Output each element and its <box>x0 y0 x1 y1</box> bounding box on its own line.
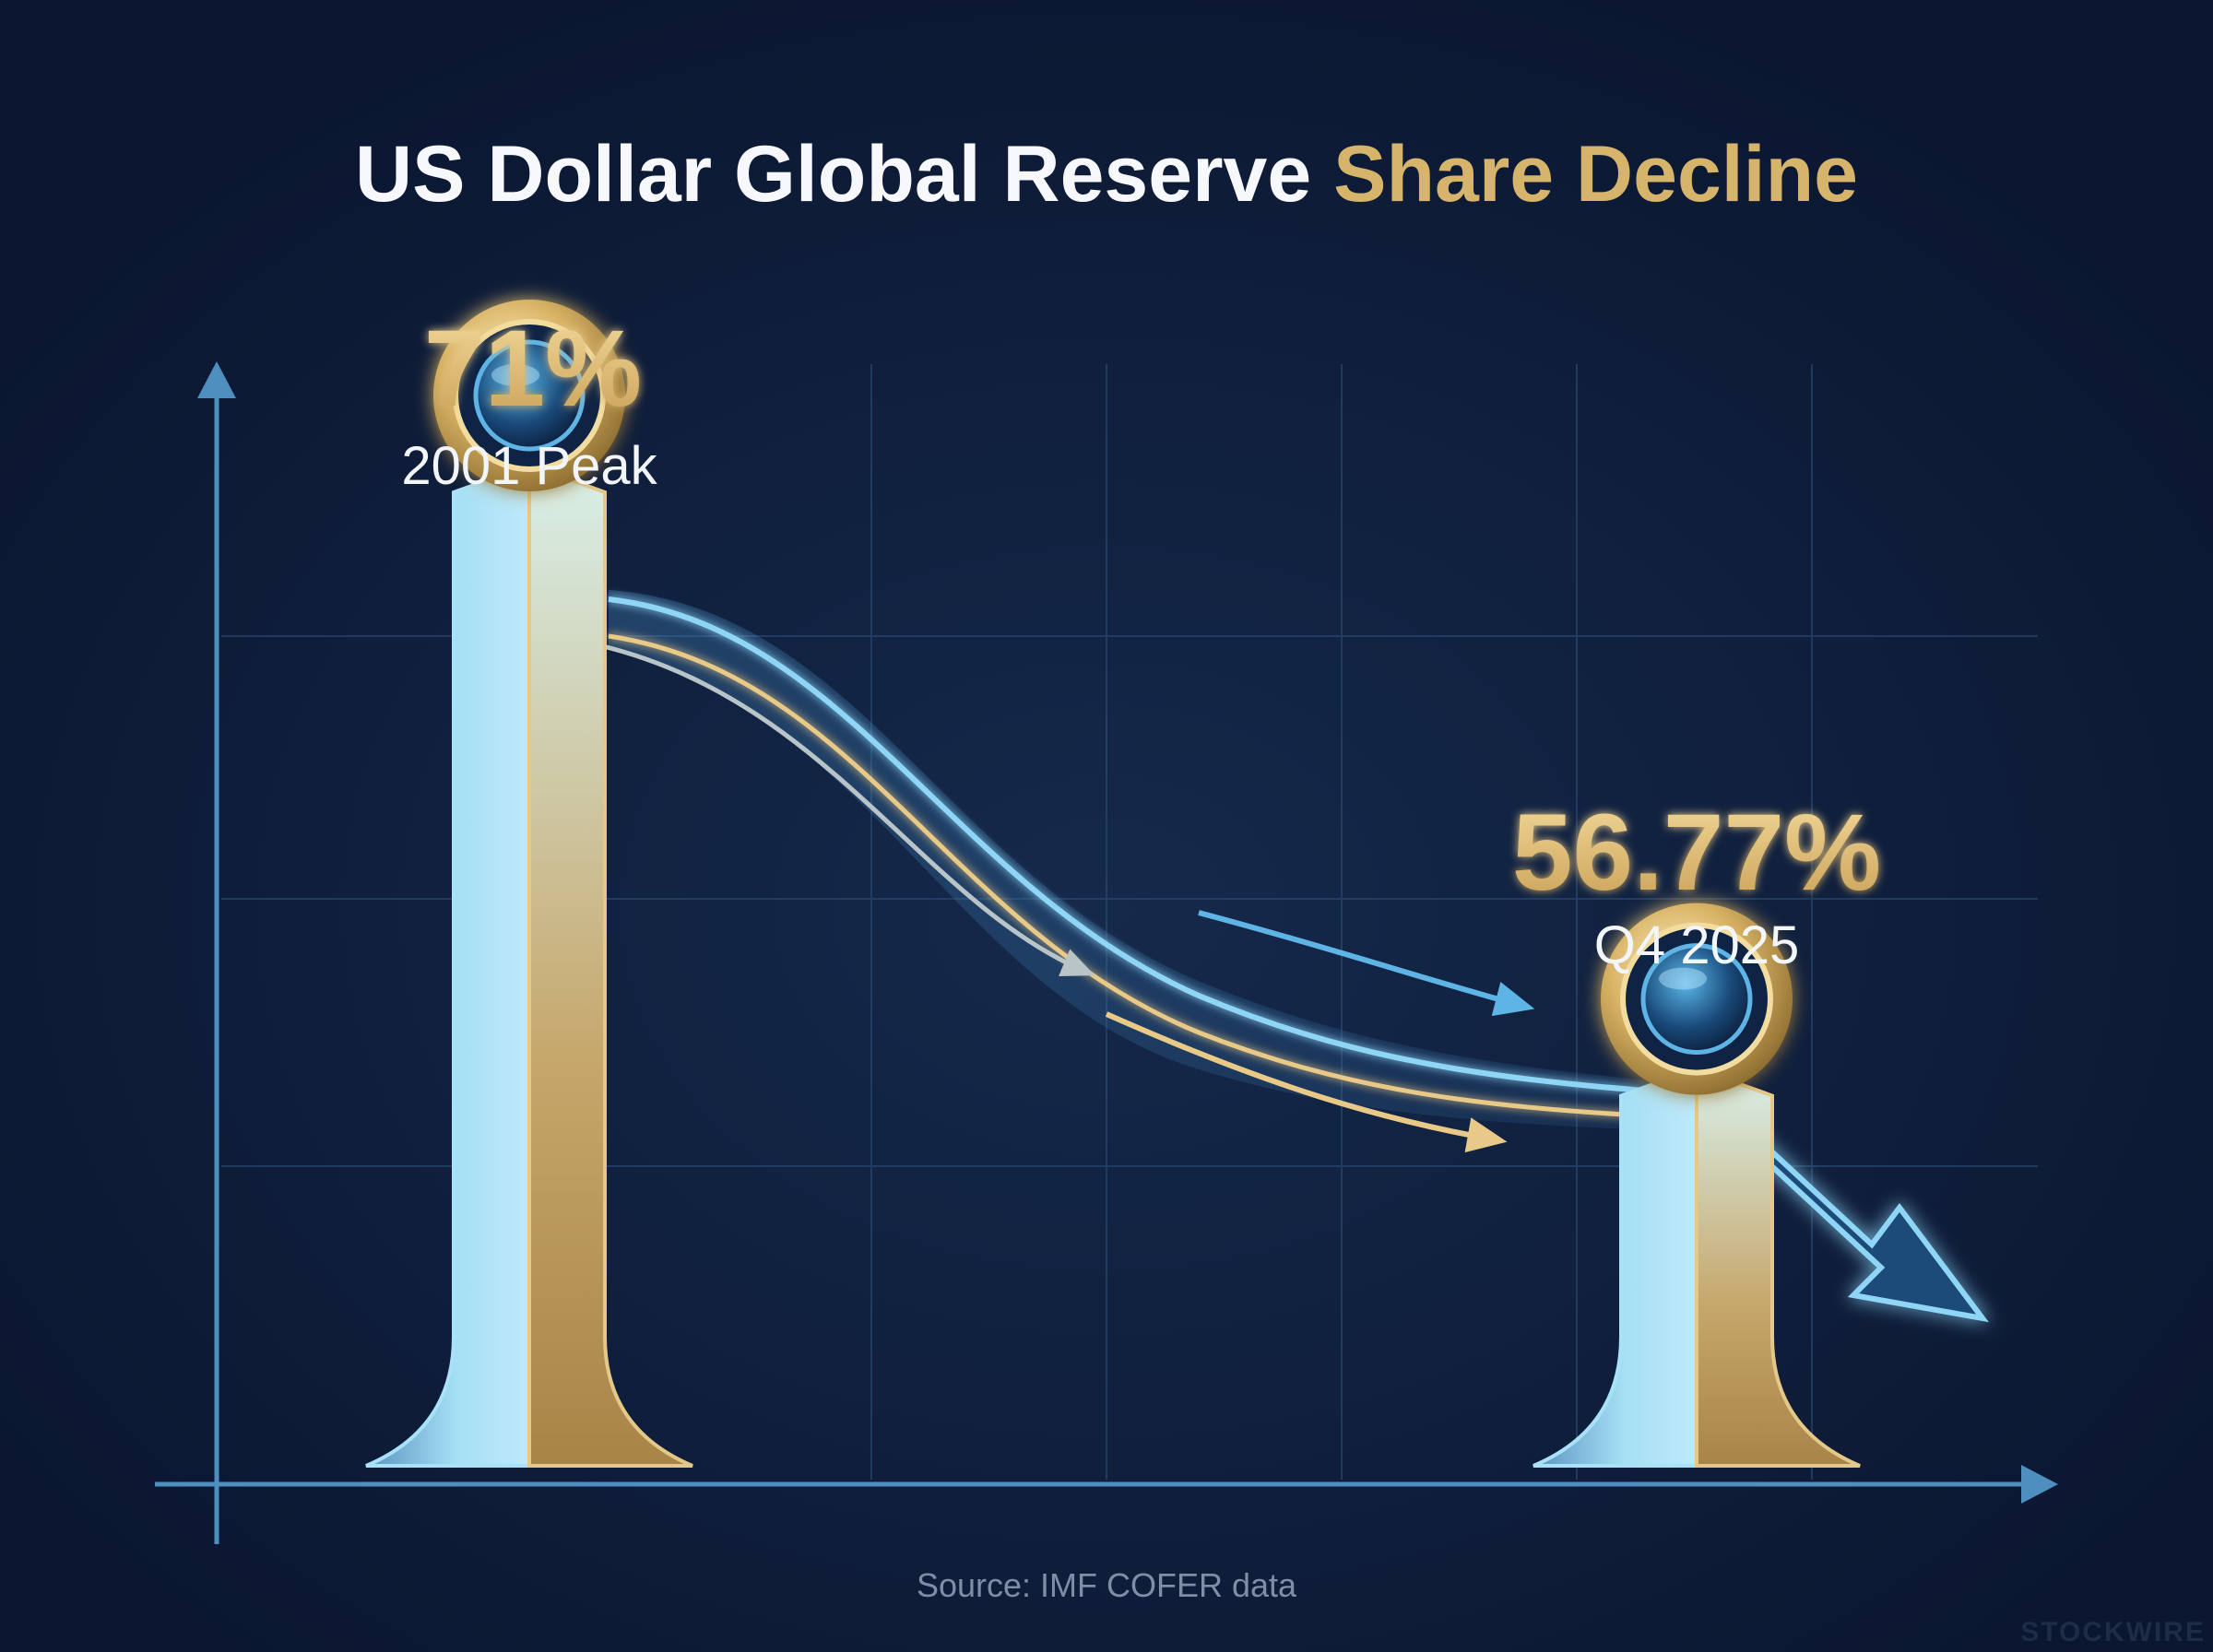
point-marker-q4-2025 <box>1457 903 1936 1095</box>
value-label-2001: 71% <box>424 308 642 430</box>
category-label-q4-2025: Q4 2025 <box>1594 915 1800 975</box>
source-note: Source: IMF COFER data <box>917 1566 1297 1604</box>
point-marker-2001 <box>290 300 769 491</box>
chart-title: US Dollar Global Reserve Share Decline <box>355 130 1858 218</box>
y-axis <box>197 361 236 1544</box>
title-part-gold: Share Decline <box>1333 130 1858 218</box>
title-part-white: US Dollar Global Reserve <box>355 130 1333 218</box>
x-axis <box>155 1465 2058 1504</box>
category-label-2001: 2001 Peak <box>401 436 657 496</box>
value-label-q4-2025: 56.77% <box>1512 792 1881 914</box>
bars-layer <box>290 300 1936 1468</box>
watermark: STOCKWIRE <box>2020 1617 2206 1647</box>
decline-ribbon <box>598 590 1989 1323</box>
